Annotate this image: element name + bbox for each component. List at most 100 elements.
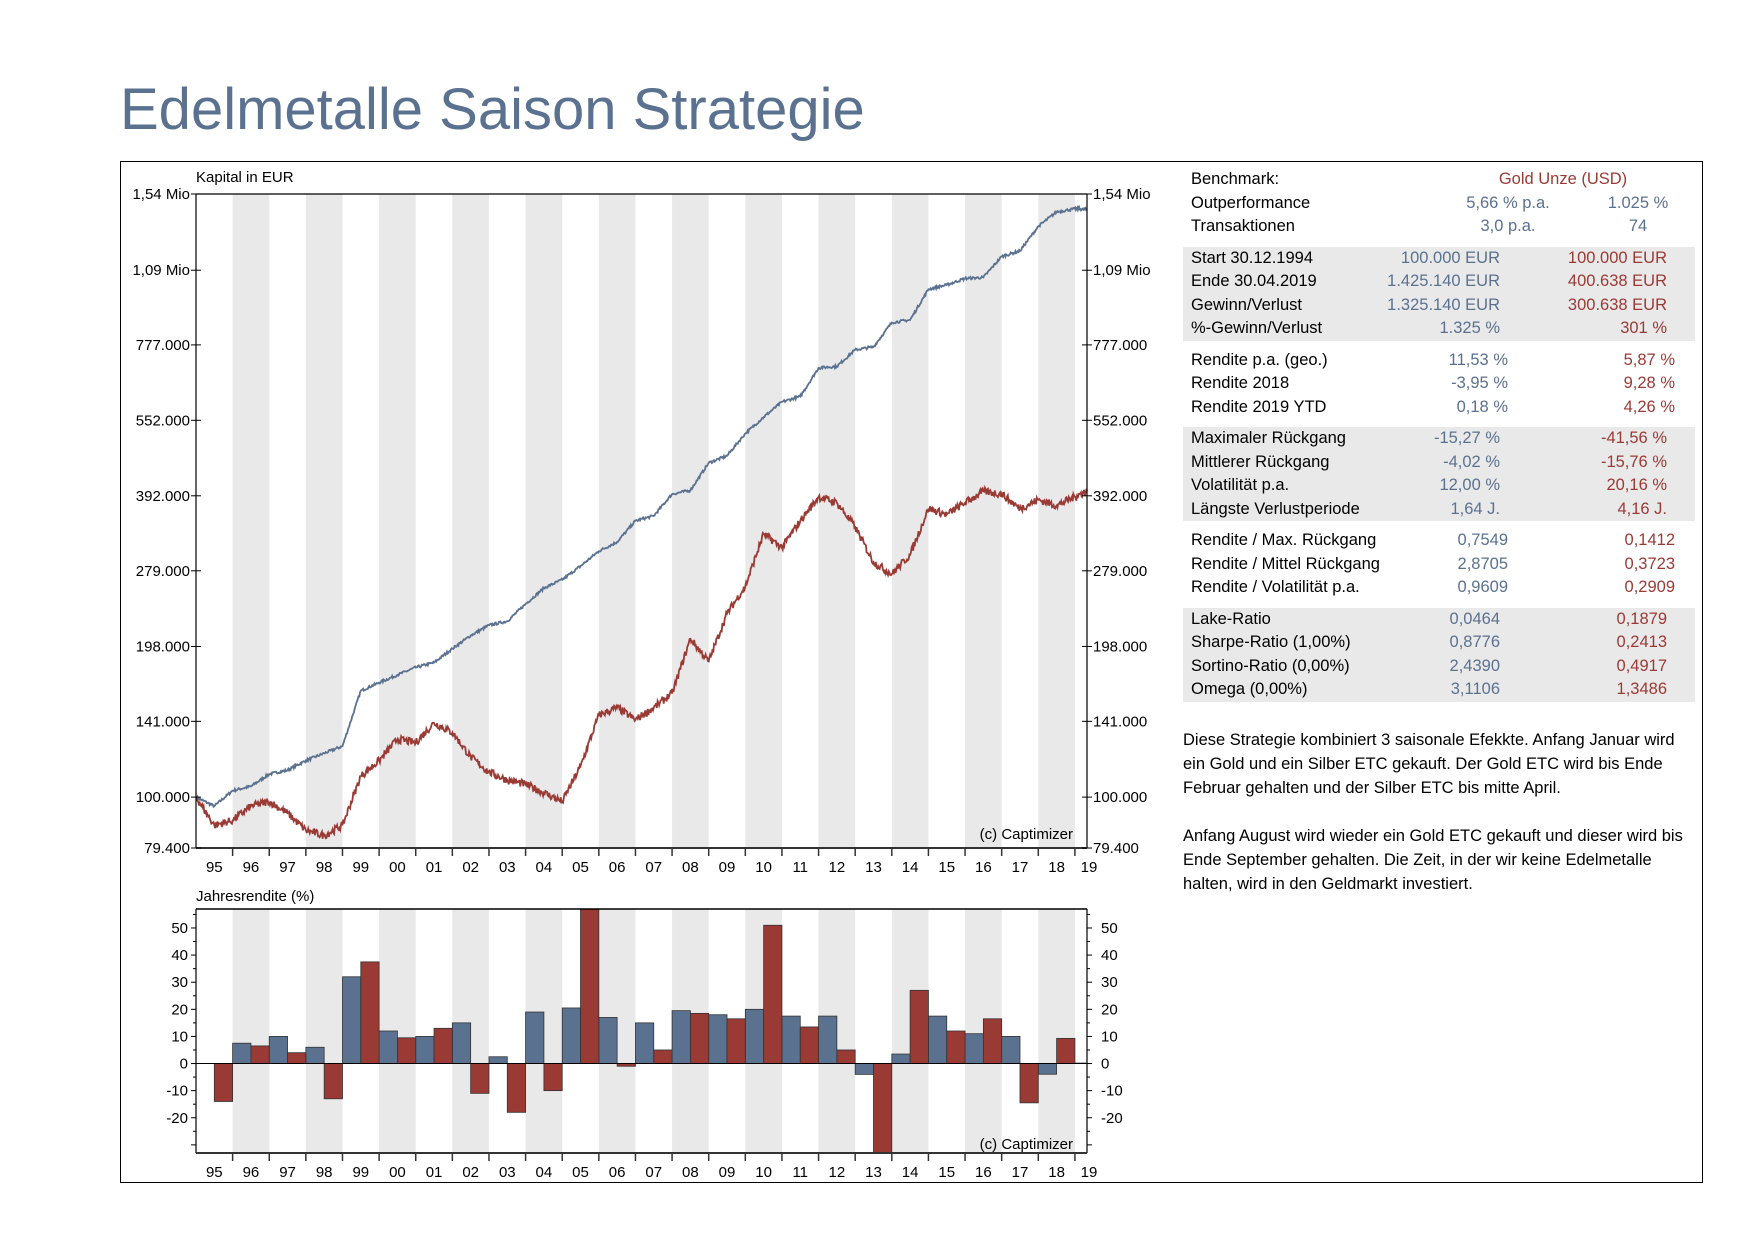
- stat-row: Maximaler Rückgang -15,27 % -41,56 %: [1183, 427, 1695, 451]
- strategy-bar: [598, 1017, 618, 1064]
- bar-watermark: (c) Captimizer: [980, 1136, 1073, 1153]
- x-tick-label: 11: [792, 859, 808, 876]
- outperformance-row: Outperformance 5,66 % p.a. 1.025 %: [1183, 192, 1703, 216]
- y-tick-label-left: 777.000: [136, 337, 190, 354]
- stat-strategy-value: 1.325 %: [1439, 319, 1500, 337]
- x-tick-label: 15: [938, 1164, 955, 1181]
- stat-row: Volatilität p.a. 12,00 % 20,16 %: [1183, 474, 1695, 498]
- stat-benchmark-value: -15,76 %: [1600, 452, 1667, 471]
- x-tick-label: 16: [975, 859, 992, 876]
- strategy-bar: [671, 1010, 691, 1064]
- benchmark-bar: [470, 1063, 490, 1094]
- benchmark-bar: [763, 924, 783, 1064]
- x-tick-label: 14: [902, 1164, 919, 1181]
- stat-group: Maximaler Rückgang -15,27 % -41,56 % Mittle…: [1183, 427, 1695, 521]
- stat-benchmark-value: 400.638 EUR: [1567, 272, 1667, 290]
- x-tick-label: 19: [1081, 859, 1098, 876]
- x-tick-label: 17: [1012, 859, 1029, 876]
- stat-row: Rendite / Mittel Rückgang 2,8705 0,3723: [1183, 553, 1703, 577]
- strategy-bar: [415, 1036, 435, 1064]
- year-stripe: [379, 194, 416, 848]
- year-stripe: [1038, 909, 1075, 1153]
- strategy-bar: [781, 1015, 801, 1064]
- benchmark-bar: [836, 1049, 856, 1064]
- outperformance-total: 1.025 %: [1607, 193, 1669, 212]
- stat-row: Mittlerer Rückgang -4,02 % -15,76 %: [1183, 451, 1695, 475]
- transaktionen-row: Transaktionen 3,0 p.a. 74: [1183, 215, 1703, 239]
- benchmark-bar: [580, 908, 600, 1064]
- stat-label: %-Gewinn/Verlust: [1191, 319, 1323, 337]
- benchmark-bar: [689, 1012, 710, 1064]
- page-title: Edelmetalle Saison Strategie: [120, 77, 865, 142]
- x-tick-label: 03: [499, 1164, 516, 1181]
- benchmark-value: Gold Unze (USD): [1498, 170, 1628, 188]
- benchmark-bar: [946, 1030, 966, 1064]
- stat-strategy-value: 1,64 J.: [1450, 499, 1500, 518]
- strategy-bar: [232, 1042, 252, 1064]
- x-tick-label: 99: [352, 859, 369, 876]
- strategy-bar: [708, 1014, 728, 1064]
- y-tick-label-right: 1,54 Mio: [1093, 186, 1151, 203]
- x-tick-label: 95: [206, 859, 223, 876]
- x-tick-label: 98: [316, 859, 333, 876]
- outperformance-label: Outperformance: [1191, 193, 1311, 212]
- benchmark-bar: [287, 1052, 307, 1064]
- stat-label: Rendite 2019 YTD: [1191, 397, 1327, 416]
- y-tick-label-left: 552.000: [136, 412, 190, 429]
- x-tick-label: 14: [902, 859, 919, 876]
- stat-label: Omega (0,00%): [1191, 680, 1308, 698]
- strategy-bar: [488, 1056, 508, 1064]
- x-tick-label: 97: [279, 1164, 296, 1181]
- year-stripe: [598, 194, 636, 848]
- stat-label: Rendite / Max. Rückgang: [1191, 531, 1377, 549]
- x-tick-label: 06: [609, 859, 626, 876]
- benchmark-bar: [726, 1018, 746, 1064]
- stat-strategy-value: -3,95 %: [1451, 374, 1508, 392]
- stat-benchmark-value: 0,3723: [1624, 554, 1675, 573]
- year-stripe: [232, 194, 270, 848]
- benchmark-line: [195, 484, 1088, 840]
- stat-row: Sharpe-Ratio (1,00%) 0,8776 0,2413: [1183, 631, 1695, 655]
- benchmark-bar: [397, 1037, 417, 1064]
- stat-label: Längste Verlustperiode: [1191, 499, 1360, 518]
- x-tick-label: 95: [206, 1164, 223, 1181]
- strategy-bar: [635, 1022, 655, 1064]
- x-tick-label: 98: [316, 1164, 333, 1181]
- x-tick-label: 03: [499, 859, 516, 876]
- benchmark-bar: [1056, 1037, 1076, 1064]
- description-paragraph-1: Diese Strategie kombiniert 3 saisonale E…: [1183, 731, 1675, 797]
- stat-label: Volatilität p.a.: [1191, 476, 1290, 494]
- stat-benchmark-value: 100.000 EUR: [1567, 248, 1667, 267]
- stat-label: Rendite / Volatilität p.a.: [1191, 578, 1360, 596]
- stat-label: Maximaler Rückgang: [1191, 429, 1346, 447]
- report-frame: [120, 161, 1703, 1183]
- stat-row: Ende 30.04.2019 1.425.140 EUR 400.638 EUR: [1183, 270, 1695, 294]
- stat-benchmark-value: 300.638 EUR: [1567, 295, 1667, 314]
- capital-axes: 79.400 79.400 100.000 100.000 141.000 141.000…: [132, 186, 1150, 876]
- benchmark-bar: [360, 961, 380, 1064]
- y-tick-label-right: 30: [1101, 974, 1118, 991]
- capital-chart-title: Kapital in EUR: [196, 169, 294, 186]
- y-tick-label-left: 392.000: [136, 488, 190, 505]
- x-tick-label: 12: [829, 859, 846, 876]
- stat-strategy-value: 0,9609: [1457, 578, 1508, 596]
- benchmark-row: Benchmark: Gold Unze (USD): [1183, 168, 1703, 192]
- stat-strategy-value: 0,7549: [1457, 531, 1508, 549]
- y-tick-label-left: 198.000: [136, 638, 190, 655]
- stat-benchmark-value: 20,16 %: [1606, 476, 1667, 494]
- x-tick-label: 15: [938, 859, 955, 876]
- stat-label: Sharpe-Ratio (1,00%): [1191, 633, 1351, 651]
- stat-row: %-Gewinn/Verlust 1.325 % 301 %: [1183, 317, 1695, 341]
- y-tick-label-right: 777.000: [1093, 337, 1147, 354]
- stat-row: Sortino-Ratio (0,00%) 2,4390 0,4917: [1183, 655, 1695, 679]
- year-stripe: [232, 909, 270, 1153]
- stat-benchmark-value: 0,2909: [1624, 578, 1675, 596]
- y-tick-label-right: 40: [1101, 947, 1118, 964]
- x-tick-label: 10: [755, 859, 772, 876]
- stat-row: Rendite 2018 -3,95 % 9,28 %: [1183, 372, 1703, 396]
- benchmark-bar: [799, 1026, 819, 1064]
- year-stripe: [1038, 194, 1075, 848]
- x-tick-label: 08: [682, 1164, 699, 1181]
- strategy-bar: [928, 1015, 948, 1064]
- benchmark-label: Benchmark:: [1191, 170, 1280, 188]
